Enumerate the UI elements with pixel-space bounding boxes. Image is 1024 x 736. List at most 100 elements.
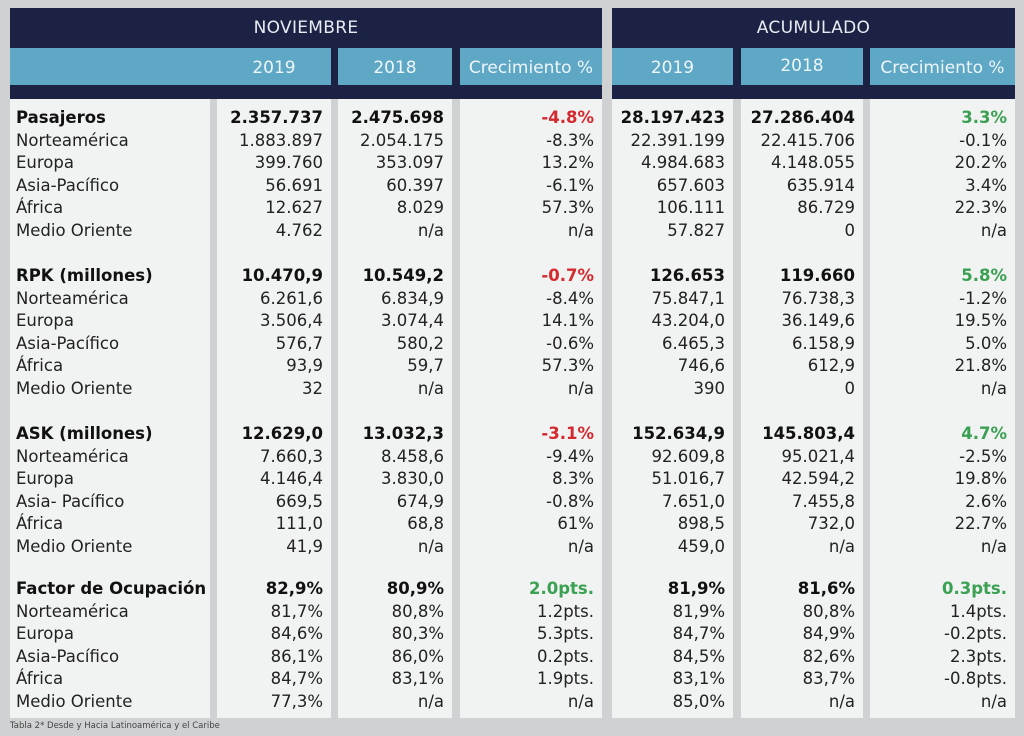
section-title: Pasajeros — [16, 108, 106, 127]
row-value: -8.4% — [546, 288, 594, 308]
row-label: Norteamérica — [16, 288, 129, 308]
row-label: Asia-Pacífico — [16, 333, 120, 353]
row-value: 8.3% — [552, 469, 594, 488]
row-value: -0.6% — [546, 333, 594, 353]
col-header-acu-2019: 2019 — [612, 48, 733, 85]
row-value: 82,6% — [802, 646, 855, 666]
col-header-nov-2019: 2019 — [10, 48, 331, 85]
row-value: 42.594,2 — [781, 469, 855, 488]
section-total-value: 2.357.737 — [230, 108, 323, 127]
row-value: 674,9 — [396, 491, 444, 511]
section-total-value: 27.286.404 — [750, 108, 855, 127]
row-value: 80,8% — [391, 601, 444, 621]
acu-crecimiento-column: 3.3% -0.1% 20.2% 3.4% 22.3% n/a 5.8% -1.2% 19.5%… — [870, 99, 1015, 718]
col-header-nov-crecimiento: Crecimiento % — [460, 48, 602, 85]
row-value: 1.4pts. — [949, 601, 1007, 621]
row-value: 746,6 — [677, 356, 725, 375]
col-header-acu-2018: 2018 — [741, 48, 863, 85]
row-value: n/a — [417, 536, 444, 556]
row-value: -0.8% — [546, 491, 594, 511]
row-value: 84,7% — [270, 669, 323, 688]
row-value: 6.465,3 — [662, 333, 725, 353]
row-value: 612,9 — [807, 356, 855, 375]
row-value: 5.3pts. — [536, 624, 594, 643]
row-label: Medio Oriente — [16, 691, 133, 711]
row-value: 83,7% — [802, 669, 855, 688]
section-total-value: 3.3% — [961, 108, 1007, 127]
row-value: 3.506,4 — [260, 311, 323, 330]
row-value: -2.5% — [959, 446, 1007, 466]
section-total-value: -3.1% — [541, 424, 594, 443]
row-value: 84,6% — [270, 624, 323, 643]
row-value: 51.016,7 — [651, 469, 725, 488]
row-value: 1.883.897 — [239, 130, 323, 150]
section-total-value: -4.8% — [541, 108, 594, 127]
row-value: 459,0 — [677, 536, 725, 556]
row-value: 657.603 — [656, 175, 725, 195]
row-value: 19.8% — [954, 469, 1007, 488]
row-label: Europa — [16, 469, 74, 488]
section-total-value: 145.803,4 — [762, 424, 855, 443]
row-value: n/a — [567, 220, 594, 240]
row-value: 86,1% — [270, 646, 323, 666]
section-total-value: 80,9% — [386, 579, 444, 598]
row-value: 106.111 — [656, 198, 725, 217]
row-label: África — [16, 198, 64, 217]
row-value: n/a — [567, 536, 594, 556]
row-value: 111,0 — [275, 514, 323, 533]
section-title: RPK (millones) — [16, 266, 153, 285]
row-value: 41,9 — [286, 536, 323, 556]
row-value: -1.2% — [959, 288, 1007, 308]
row-value: 83,1% — [672, 669, 725, 688]
row-value: 83,1% — [391, 669, 444, 688]
row-value: n/a — [828, 536, 855, 556]
row-value: 57.3% — [541, 198, 594, 217]
noviembre-title: NOVIEMBRE — [253, 18, 359, 38]
row-value: n/a — [417, 691, 444, 711]
row-label: Asia-Pacífico — [16, 175, 120, 195]
table-caption: Tabla 2* Desde y Hacia Latinoamérica y e… — [10, 721, 220, 731]
row-value: -0.2pts. — [944, 624, 1007, 643]
nov-crecimiento-column: -4.8% -8.3% 13.2% -6.1% 57.3% n/a -0.7% -8.4% 14… — [460, 99, 602, 718]
row-value: n/a — [980, 378, 1007, 398]
row-label: Norteamérica — [16, 446, 129, 466]
row-label: África — [16, 669, 64, 688]
row-value: 59,7 — [407, 356, 444, 375]
row-value: 56.691 — [265, 175, 323, 195]
row-value: 81,9% — [672, 601, 725, 621]
row-label: Asia- Pacífico — [16, 491, 125, 511]
section-title: ASK (millones) — [16, 424, 153, 443]
acumulado-title: ACUMULADO — [756, 18, 871, 38]
row-value: 4.984.683 — [641, 153, 725, 172]
row-value: 669,5 — [275, 491, 323, 511]
acu-2018-column: 27.286.404 22.415.706 4.148.055 635.914 86.7… — [741, 99, 863, 718]
row-value: 898,5 — [677, 514, 725, 533]
row-value: 32 — [302, 378, 323, 398]
row-value: n/a — [980, 220, 1007, 240]
row-value: 80,3% — [391, 624, 444, 643]
row-value: -8.3% — [546, 130, 594, 150]
row-value: 3.074,4 — [381, 311, 444, 330]
section-total-value: 28.197.423 — [620, 108, 725, 127]
row-label: Asia-Pacífico — [16, 646, 120, 666]
acu-2019-column: 28.197.423 22.391.199 4.984.683 657.603 106.… — [612, 99, 733, 718]
section-total-value: -0.7% — [541, 266, 594, 285]
section-total-value: 0.3pts. — [941, 579, 1007, 598]
section-total-value: 82,9% — [265, 579, 323, 598]
row-label: Europa — [16, 153, 74, 172]
row-value: 85,0% — [672, 691, 725, 711]
row-value: 76.738,3 — [781, 288, 855, 308]
row-value: 0.2pts. — [536, 646, 594, 666]
row-value: 22.3% — [954, 198, 1007, 217]
row-value: 6.261,6 — [260, 288, 323, 308]
row-value: 95.021,4 — [781, 446, 855, 466]
row-value: 84,7% — [672, 624, 725, 643]
section-total-value: 126.653 — [649, 266, 725, 285]
row-value: 57.827 — [667, 220, 725, 240]
row-value: n/a — [417, 378, 444, 398]
section-total-value: 12.629,0 — [241, 424, 323, 443]
row-value: n/a — [980, 691, 1007, 711]
row-value: 19.5% — [954, 311, 1007, 330]
row-value: -0.1% — [959, 130, 1007, 150]
row-value: 7.455,8 — [792, 491, 855, 511]
